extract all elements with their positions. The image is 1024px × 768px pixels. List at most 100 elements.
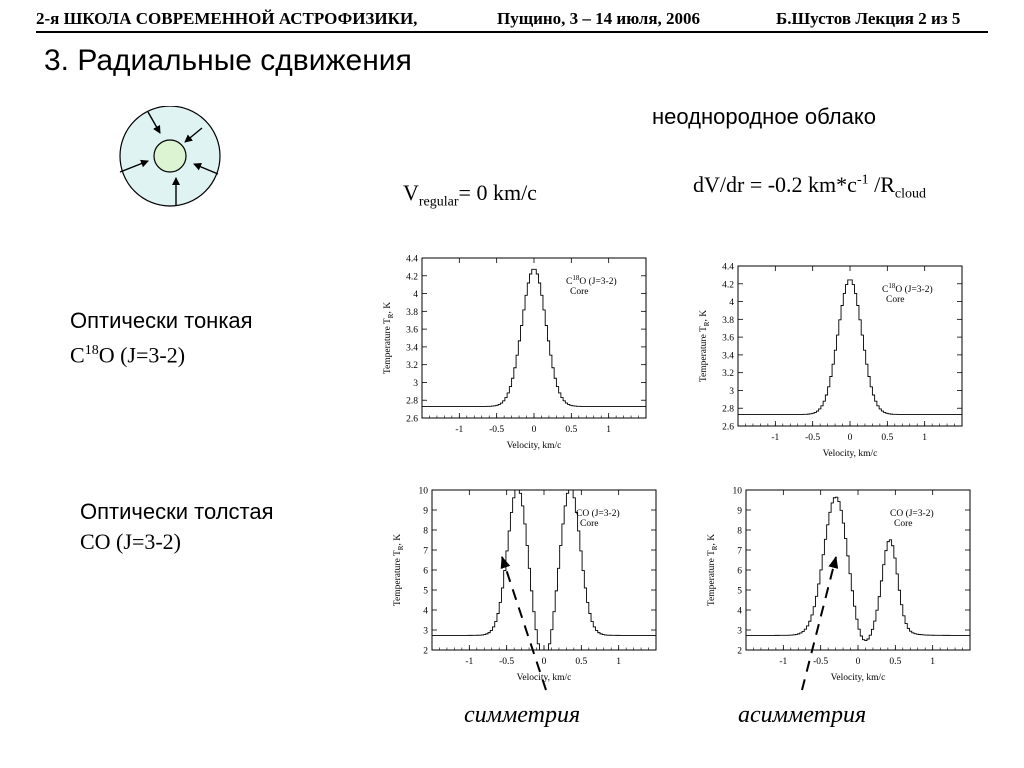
y-tick-label: 3.2	[722, 369, 734, 379]
y-tick-label: 2	[737, 647, 742, 657]
y-tick-label: 5	[423, 587, 428, 597]
x-tick-label: 0.5	[881, 433, 893, 443]
infall-arrow	[193, 163, 219, 175]
dv-main: dV/dr = -0.2 km*c	[693, 172, 857, 197]
y-tick-label: 4.4	[406, 255, 418, 265]
legend-line1: CO (J=3-2)	[890, 508, 934, 519]
y-tick-label: 3.4	[722, 351, 734, 361]
header-school: 2-я ШКОЛА СОВРЕМЕННОЙ АСТРОФИЗИКИ,	[36, 9, 418, 28]
y-label-main: Temperature T	[707, 550, 717, 606]
x-tick-label: 1	[930, 657, 935, 667]
y-label-main: Temperature T	[699, 326, 709, 382]
v-rest: = 0 km/c	[458, 180, 537, 205]
y-label-sub: R	[711, 545, 719, 550]
cloud-core	[153, 139, 187, 173]
y-tick-label: 7	[737, 547, 742, 557]
y-tick-label: 4	[423, 607, 428, 617]
x-axis-label: Velocity, km/c	[517, 673, 572, 683]
legend-l1-sup: 18	[888, 282, 896, 290]
legend-line2: Core	[580, 519, 598, 529]
x-tick-label: 0.5	[565, 425, 577, 435]
y-tick-label: 2	[423, 647, 428, 657]
thin-mol-sup: 18	[84, 343, 99, 358]
y-tick-label: 3.4	[406, 343, 418, 353]
x-tick-label: -1	[779, 657, 787, 667]
y-label-sub: R	[397, 545, 405, 550]
dv-sup: -1	[856, 172, 869, 188]
y-tick-label: 4.2	[406, 272, 418, 282]
y-label-post: , K	[383, 302, 393, 314]
optically-thin-label: Оптически тонкая C18O (J=3-2)	[70, 306, 253, 370]
y-label-main: Temperature T	[393, 550, 403, 606]
x-tick-label: 1	[922, 433, 927, 443]
cloud-label: неоднородное облако	[652, 104, 876, 129]
asymmetry-label: асимметрия	[738, 702, 867, 728]
y-tick-label: 2.8	[722, 405, 734, 415]
legend-line1: CO (J=3-2)	[576, 508, 620, 519]
slide-header: 2-я ШКОЛА СОВРЕМЕННОЙ АСТРОФИЗИКИ, Пущин…	[0, 0, 1024, 34]
x-tick-label: -1	[455, 425, 463, 435]
thick-title: Оптически толстая	[80, 499, 274, 524]
y-axis-label: Temperature TR, K	[383, 302, 395, 374]
x-tick-label: -1	[771, 433, 779, 443]
y-tick-label: 4.4	[722, 263, 734, 273]
legend-line1: C18O (J=3-2)	[882, 282, 933, 295]
v-sub: regular	[418, 194, 459, 210]
y-tick-label: 10	[733, 487, 743, 497]
y-tick-label: 2.6	[406, 415, 418, 425]
y-tick-label: 3.2	[406, 361, 418, 371]
y-tick-label: 3	[729, 387, 734, 397]
y-tick-label: 5	[737, 587, 742, 597]
x-axis-label: Velocity, km/c	[507, 441, 562, 451]
y-tick-label: 9	[737, 507, 742, 517]
legend-line2: Core	[894, 519, 912, 529]
x-tick-label: 0	[542, 657, 547, 667]
spectrum-line	[432, 489, 656, 651]
y-tick-label: 4	[737, 607, 742, 617]
chart-thin-static: -1 -0.5 0 0.5 1 2.6 2.8 3 3.2 3.4 3.6 3.8 4 4.2 4.4 C18…	[383, 255, 647, 451]
legend-l1-pre: C	[566, 277, 572, 287]
y-tick-label: 4	[413, 290, 418, 300]
y-axis-label: Temperature TR, K	[393, 534, 405, 606]
y-tick-label: 6	[423, 567, 428, 577]
y-label-post: , K	[707, 534, 717, 546]
spectrum-line	[746, 496, 970, 642]
spectrum-line	[738, 279, 962, 415]
y-tick-label: 3	[413, 379, 418, 389]
y-tick-label: 10	[419, 487, 429, 497]
y-tick-label: 3.8	[722, 316, 734, 326]
y-tick-label: 9	[423, 507, 428, 517]
y-label-post: , K	[699, 310, 709, 322]
symmetry-arrow	[500, 556, 547, 691]
x-tick-label: -0.5	[813, 657, 828, 667]
asymmetry-arrow	[801, 556, 839, 691]
spectrum-line	[422, 268, 646, 407]
legend-l1-pre: CO (J=3-2)	[890, 508, 934, 519]
header-lecture: Б.Шустов Лекция 2 из 5	[776, 9, 961, 28]
infall-arrow	[184, 127, 203, 143]
dv-sub: cloud	[894, 186, 927, 202]
y-axis-label: Temperature TR, K	[699, 310, 711, 382]
y-tick-label: 8	[423, 527, 428, 537]
y-tick-label: 6	[737, 567, 742, 577]
y-axis-label: Temperature TR, K	[707, 534, 719, 606]
legend-line2: Core	[886, 295, 904, 305]
symmetry-label: симметрия	[464, 702, 581, 728]
y-tick-label: 2.8	[406, 397, 418, 407]
legend-line1: C18O (J=3-2)	[566, 274, 617, 287]
legend-l1-sup: 18	[572, 274, 580, 282]
velocity-gradient-equation: dV/dr = -0.2 km*c-1 /Rcloud	[693, 172, 926, 202]
y-tick-label: 3.6	[406, 326, 418, 336]
y-tick-label: 8	[737, 527, 742, 537]
x-tick-label: 0	[532, 425, 537, 435]
cloud-diagram	[119, 106, 221, 207]
x-tick-label: 0	[856, 657, 861, 667]
x-tick-label: -1	[465, 657, 473, 667]
legend-l1-pre: CO (J=3-2)	[576, 508, 620, 519]
y-tick-label: 3.8	[406, 308, 418, 318]
infall-arrow	[119, 159, 149, 173]
y-tick-label: 3.6	[722, 334, 734, 344]
x-tick-label: -0.5	[499, 657, 514, 667]
y-tick-label: 3	[423, 627, 428, 637]
